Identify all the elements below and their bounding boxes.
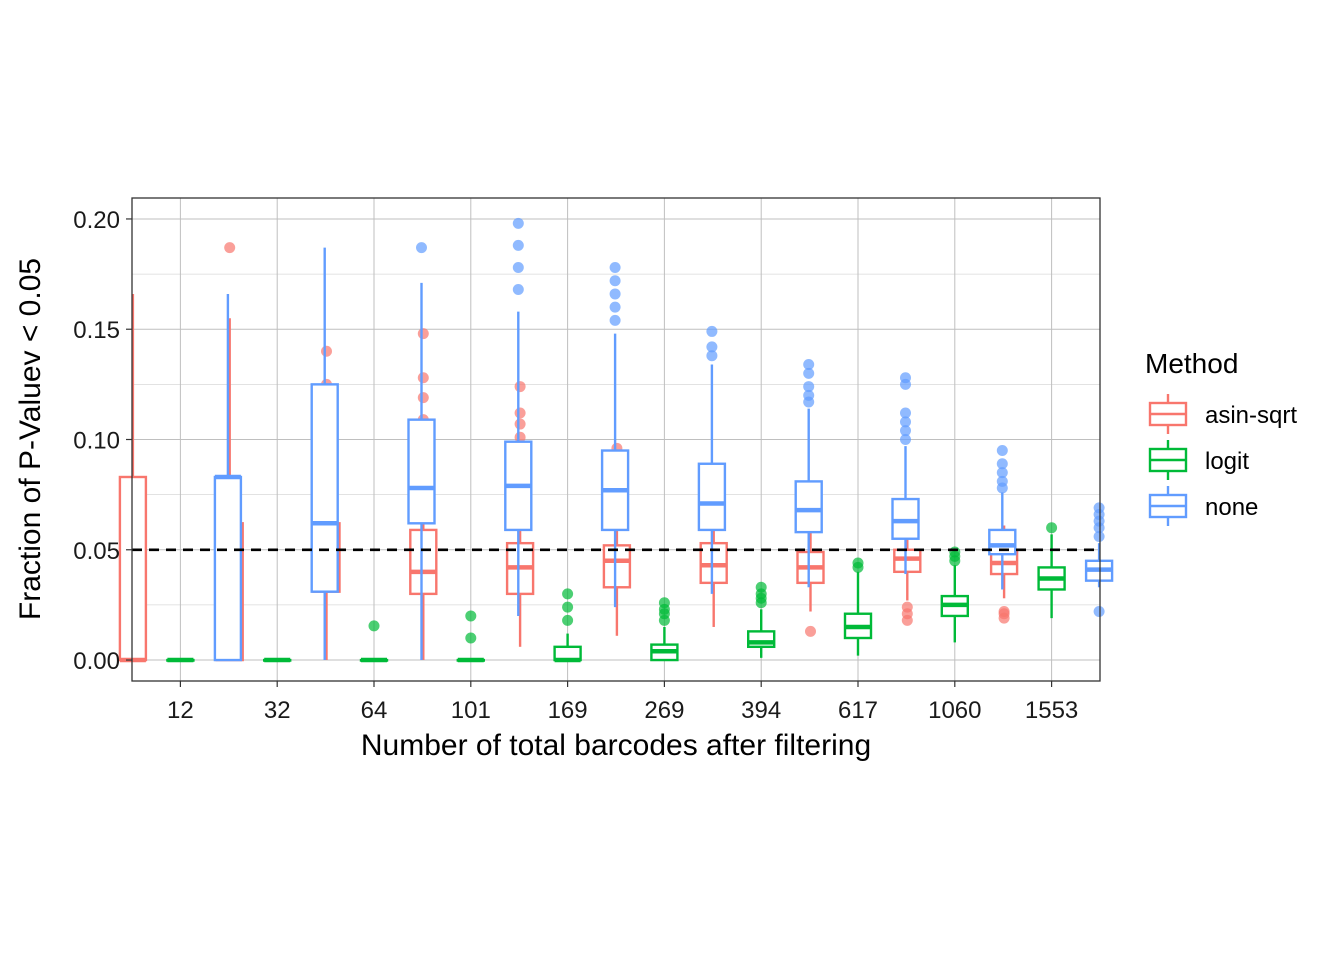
box xyxy=(118,475,148,662)
outlier-point xyxy=(562,614,574,626)
x-tick-label: 617 xyxy=(838,697,878,724)
outlier-point xyxy=(1093,606,1105,618)
outlier-point xyxy=(900,416,911,428)
outlier-point xyxy=(706,341,718,353)
outlier-point xyxy=(609,275,621,287)
outlier-point xyxy=(852,557,864,569)
outlier-point xyxy=(465,610,477,622)
outlier-point xyxy=(514,407,526,419)
y-tick-label: 0.10 xyxy=(73,428,120,455)
outlier-point xyxy=(1093,502,1105,514)
y-axis: 0.00 0.05 0.10 0.15 0.20 xyxy=(73,207,132,675)
legend: Method asin-sqrt logit none xyxy=(1145,348,1297,526)
outlier-point xyxy=(416,242,427,254)
outlier-point xyxy=(803,381,815,393)
x-axis-title: Number of total barcodes after filtering xyxy=(361,729,871,762)
outlier-point xyxy=(900,372,911,384)
x-tick-label: 394 xyxy=(741,697,781,724)
outlier-point xyxy=(514,381,526,393)
outlier-point xyxy=(755,581,767,593)
outlier-point xyxy=(901,601,913,613)
series-none xyxy=(213,217,1114,662)
outlier-point xyxy=(996,467,1008,479)
outlier-point xyxy=(803,359,815,371)
y-axis-title: Fraction of P-Valuev < 0.05 xyxy=(14,258,47,620)
outlier-point xyxy=(368,620,380,632)
y-tick-label: 0.20 xyxy=(73,207,120,234)
legend-title: Method xyxy=(1145,348,1238,379)
box xyxy=(409,528,438,596)
y-tick-label: 0.15 xyxy=(73,317,120,344)
outlier-point xyxy=(417,372,429,384)
box xyxy=(407,418,436,525)
box xyxy=(602,544,632,589)
outlier-point xyxy=(706,350,718,362)
plot-panel xyxy=(118,197,1114,682)
outlier-point xyxy=(803,389,815,401)
box xyxy=(697,462,727,532)
x-tick-label: 269 xyxy=(644,697,684,724)
outlier-point xyxy=(996,475,1008,487)
x-tick-label: 1060 xyxy=(928,697,981,724)
outlier-point xyxy=(805,625,816,637)
outlier-point xyxy=(417,392,429,404)
outlier-point xyxy=(900,425,911,437)
y-tick-label: 0.05 xyxy=(73,538,120,565)
outlier-point xyxy=(949,546,961,558)
outlier-point xyxy=(512,217,524,229)
x-tick-label: 1553 xyxy=(1025,697,1078,724)
x-tick-label: 169 xyxy=(548,697,588,724)
outlier-point xyxy=(609,301,621,313)
outlier-point xyxy=(562,588,574,600)
x-tick-label: 64 xyxy=(361,697,388,724)
box xyxy=(794,480,823,534)
legend-label-none: none xyxy=(1205,494,1258,521)
outlier-point xyxy=(609,288,621,300)
box xyxy=(213,475,243,662)
legend-label-asin-sqrt: asin-sqrt xyxy=(1205,402,1297,429)
outlier-point xyxy=(1093,531,1105,543)
outlier-point xyxy=(512,239,524,251)
outlier-point xyxy=(562,601,574,613)
x-tick-label: 12 xyxy=(167,697,194,724)
outlier-point xyxy=(706,325,718,337)
outlier-point xyxy=(1046,522,1058,534)
x-axis: 12 32 64 101 169 269 394 617 1060 1553 xyxy=(167,681,1078,724)
outlier-point xyxy=(900,434,911,445)
x-tick-label: 101 xyxy=(451,697,491,724)
outlier-point xyxy=(514,418,526,430)
outlier-point xyxy=(609,261,621,273)
outlier-point xyxy=(224,242,236,254)
outlier-point xyxy=(900,407,911,419)
outlier-point xyxy=(803,367,815,379)
box xyxy=(988,528,1017,556)
y-tick-label: 0.00 xyxy=(73,648,120,675)
outlier-point xyxy=(996,458,1008,470)
outlier-point xyxy=(658,597,670,609)
outlier-point xyxy=(321,345,332,357)
outlier-point xyxy=(996,445,1008,457)
outlier-point xyxy=(465,632,477,644)
outlier-point xyxy=(417,328,429,340)
outlier-point xyxy=(512,284,524,296)
outlier-point xyxy=(512,261,524,273)
series-logit xyxy=(166,522,1066,663)
legend-label-logit: logit xyxy=(1205,448,1249,475)
outlier-point xyxy=(998,606,1010,618)
x-tick-label: 32 xyxy=(264,697,291,724)
outlier-point xyxy=(609,314,621,326)
box xyxy=(310,383,339,593)
